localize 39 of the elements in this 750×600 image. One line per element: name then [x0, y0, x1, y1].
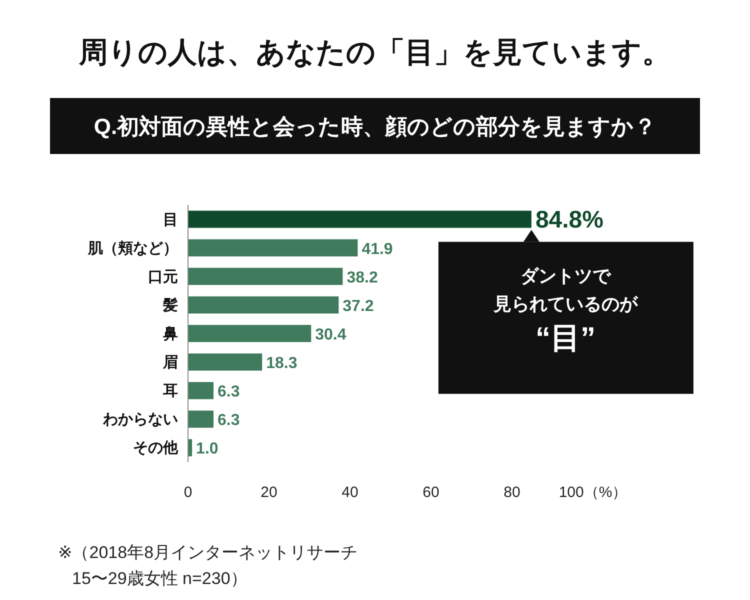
annotation: 見られているのが: [492, 294, 638, 314]
x-tick-label: 40: [342, 484, 358, 501]
y-tick-label: 鼻: [162, 326, 178, 342]
text: 15〜29歳女性 n=230）: [72, 569, 248, 588]
y-tick-label: 眉: [162, 354, 178, 372]
data-label: 37.2: [342, 298, 374, 315]
data-label: 84.8%: [535, 206, 604, 234]
y-tick-label: 肌（頬など）: [87, 240, 178, 257]
x-tick-label: 80: [504, 484, 520, 501]
data-label: 6.3: [218, 384, 240, 401]
chart-subtitle: Q.初対面の異性と会った時、顔のどの部分を見ますか？: [94, 114, 656, 139]
y-tick-label: 耳: [162, 382, 178, 400]
y-tick-label: その他: [133, 440, 179, 457]
data-label: 41.9: [362, 240, 393, 258]
annotation: ダントツで: [520, 266, 612, 286]
bar: [188, 268, 343, 285]
bar: [188, 382, 214, 400]
data-label: 38.2: [346, 269, 378, 286]
bar: [188, 324, 312, 342]
data-label: 18.3: [266, 355, 298, 372]
bar: [188, 410, 214, 428]
x-tick-label: 0: [184, 484, 192, 501]
bar: [188, 239, 358, 256]
x-tick-label: 60: [422, 484, 440, 501]
x-tick-label: 100（%）: [558, 484, 628, 501]
y-tick-label: 口元: [148, 268, 178, 286]
y-tick-label: 髪: [162, 296, 178, 314]
annotation: “目”: [535, 322, 596, 355]
data-label: 6.3: [218, 412, 240, 430]
y-tick-label: わからない: [102, 411, 178, 428]
text: ※（2018年8月インターネットリサーチ: [58, 543, 358, 562]
bar: [188, 296, 339, 314]
data-label: 1.0: [196, 440, 218, 458]
chart-title: 周りの人は、あなたの「目」を見ています。: [78, 37, 671, 69]
y-tick-label: 目: [163, 211, 178, 228]
bar: [188, 353, 262, 371]
x-tick-label: 20: [260, 484, 278, 501]
bar: [188, 210, 532, 228]
data-label: 30.4: [315, 326, 346, 344]
